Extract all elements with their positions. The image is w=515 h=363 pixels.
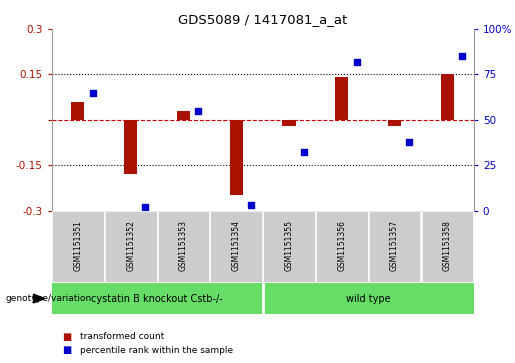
Point <box>300 150 308 155</box>
Point <box>194 108 202 114</box>
Text: genotype/variation: genotype/variation <box>5 294 91 303</box>
Bar <box>316 211 368 282</box>
Bar <box>388 120 401 126</box>
Bar <box>335 77 349 120</box>
Bar <box>52 211 104 282</box>
Bar <box>282 120 296 126</box>
Text: ■: ■ <box>62 332 71 342</box>
Bar <box>158 211 209 282</box>
Bar <box>105 211 157 282</box>
Text: GSM1151358: GSM1151358 <box>443 220 452 271</box>
Point <box>89 90 97 95</box>
Bar <box>177 111 190 120</box>
Text: GSM1151355: GSM1151355 <box>285 220 294 271</box>
Text: GSM1151356: GSM1151356 <box>337 220 346 271</box>
Text: percentile rank within the sample: percentile rank within the sample <box>80 346 233 355</box>
Point <box>352 59 360 65</box>
Bar <box>422 211 473 282</box>
Point <box>458 53 466 59</box>
Text: GSM1151357: GSM1151357 <box>390 220 399 271</box>
Text: cystatin B knockout Cstb-/-: cystatin B knockout Cstb-/- <box>91 294 223 303</box>
Bar <box>71 102 84 120</box>
Point <box>405 139 414 144</box>
Bar <box>211 211 262 282</box>
Text: ■: ■ <box>62 345 71 355</box>
Bar <box>263 283 474 314</box>
Text: GSM1151353: GSM1151353 <box>179 220 188 271</box>
Point <box>247 202 255 208</box>
Bar <box>52 283 263 314</box>
Point <box>141 204 149 210</box>
Text: transformed count: transformed count <box>80 333 164 341</box>
Bar <box>441 74 454 120</box>
Title: GDS5089 / 1417081_a_at: GDS5089 / 1417081_a_at <box>178 13 347 26</box>
Bar <box>124 120 138 174</box>
Bar <box>230 120 243 195</box>
Text: GSM1151352: GSM1151352 <box>126 220 135 271</box>
Bar <box>369 211 420 282</box>
Text: GSM1151351: GSM1151351 <box>74 220 82 271</box>
Text: GSM1151354: GSM1151354 <box>232 220 241 271</box>
Bar <box>263 211 315 282</box>
Text: wild type: wild type <box>346 294 390 303</box>
